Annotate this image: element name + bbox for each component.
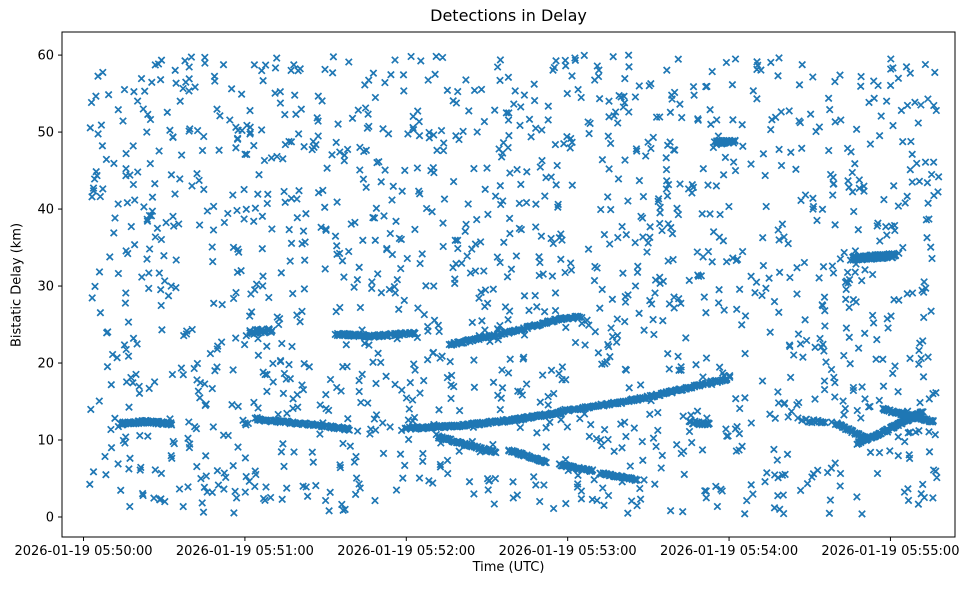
x-tick-label: 2026-01-19 05:55:00 [821, 544, 959, 559]
track-rise-11.5-13.6 [401, 407, 566, 434]
chart-title: Detections in Delay [430, 6, 587, 25]
track-flat-23.7 [331, 328, 419, 341]
y-tick-label: 0 [46, 510, 54, 525]
x-tick-label: 2026-01-19 05:53:00 [499, 544, 637, 559]
track-flat-33.8 [848, 249, 900, 264]
track-flat-12km-early [116, 416, 176, 429]
cluster-12.2km-t229 [685, 417, 714, 429]
track-fall-12.1-10.2 [831, 419, 871, 443]
track-rise-22.4-26.0 [445, 312, 586, 350]
track-fall-6.8-6.0 [555, 460, 597, 476]
x-tick-label: 2026-01-19 05:54:00 [660, 544, 798, 559]
plot-frame [61, 31, 956, 538]
x-tick-label: 2026-01-19 05:52:00 [337, 544, 475, 559]
y-tick-label: 10 [37, 434, 54, 449]
x-tick-label: 2026-01-19 05:51:00 [176, 544, 314, 559]
track-fall-14.0-12.4 [879, 404, 938, 426]
y-axis-label: Bistatic Delay (km) [9, 222, 25, 348]
cluster-24km [246, 324, 276, 339]
y-tick-label: 50 [37, 126, 54, 141]
track-short-48.7 [710, 136, 739, 149]
track-fall-5.7-4.8 [596, 469, 641, 485]
x-axis-label: Time (UTC) [472, 560, 545, 575]
track-rise-13.8-18.0 [559, 373, 734, 416]
x-tick-label: 2026-01-19 05:50:00 [14, 544, 152, 559]
data-points [85, 51, 943, 518]
y-tick-label: 30 [37, 280, 54, 295]
track-fall-8.7-7.1 [504, 446, 551, 467]
y-tick-label: 20 [37, 357, 54, 372]
noise-detections [85, 51, 943, 518]
y-tick-label: 40 [37, 203, 54, 218]
y-tick-label: 60 [37, 49, 54, 64]
cluster-12.5km-t271 [794, 414, 829, 427]
track-fall-12.7-11.4 [251, 414, 354, 435]
track-fall-10.4-8.4 [434, 433, 500, 457]
